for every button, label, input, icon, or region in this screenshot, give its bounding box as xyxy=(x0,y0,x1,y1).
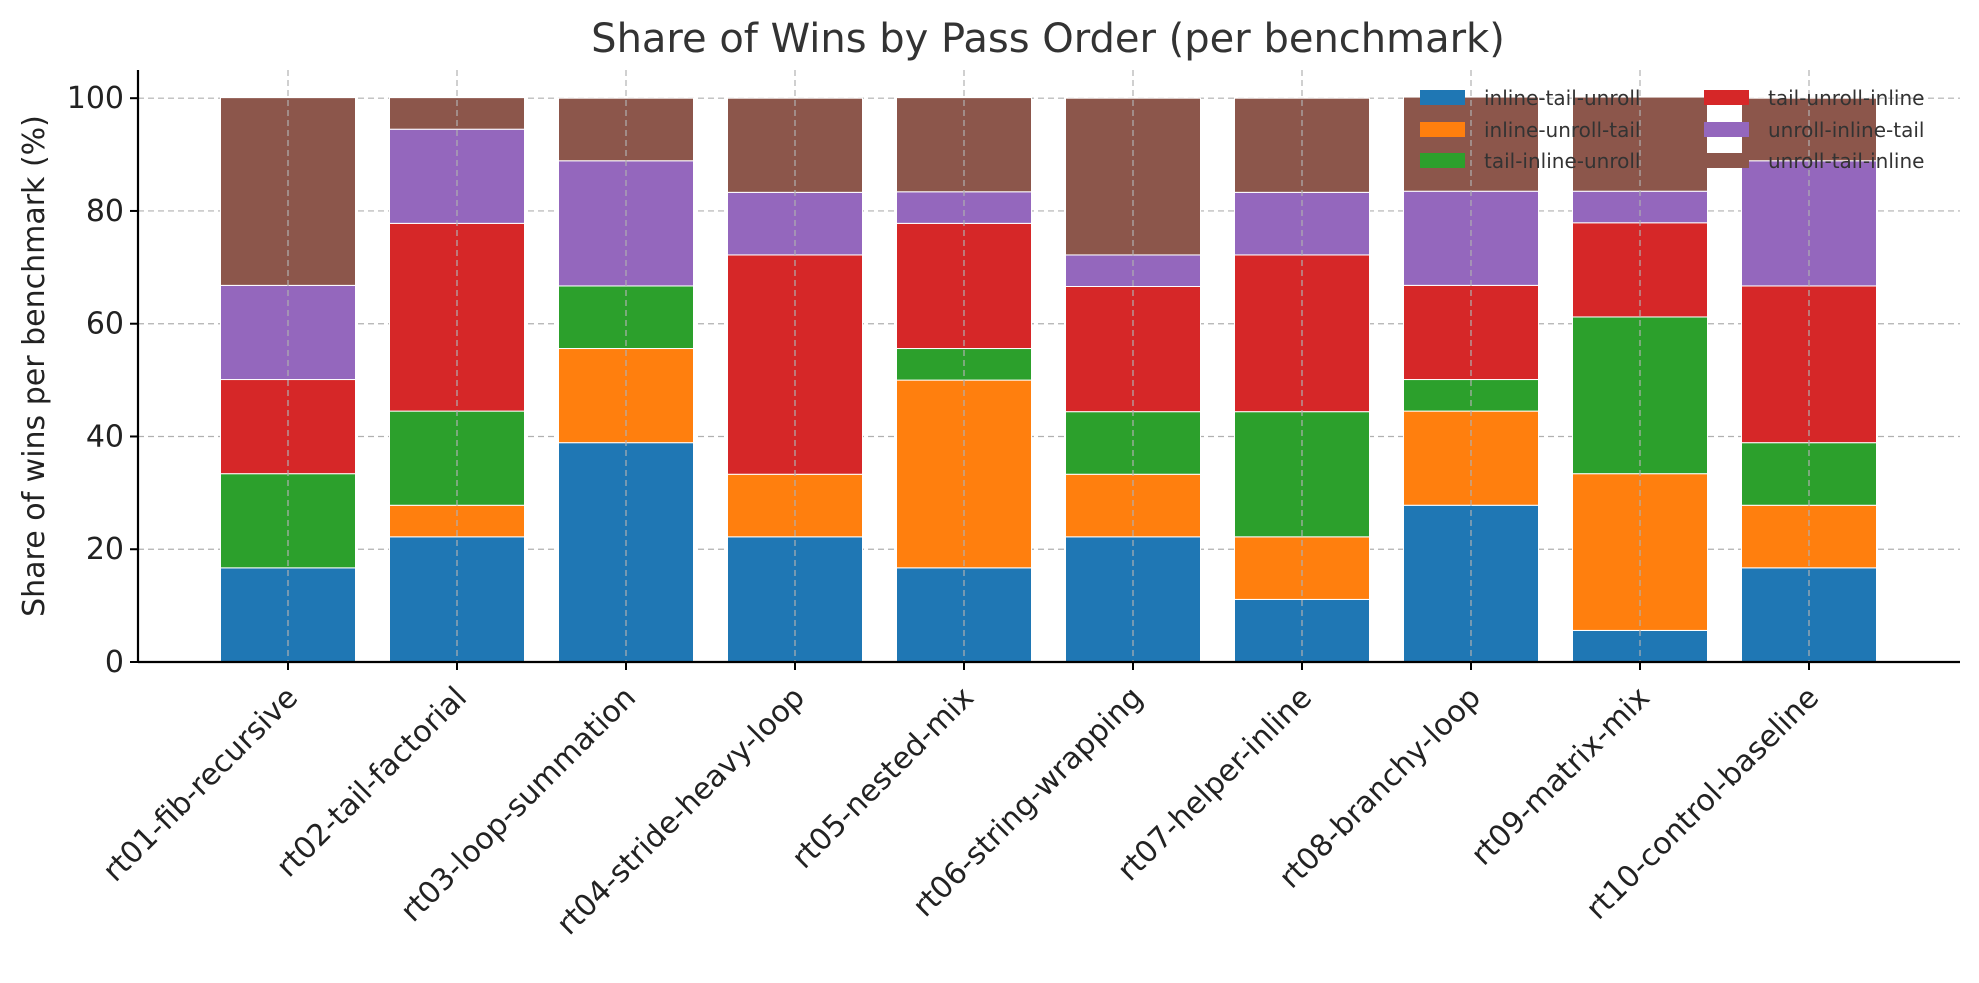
legend-swatch xyxy=(1420,153,1465,168)
bar-segment-unroll-inline-tail xyxy=(1403,190,1539,286)
chart-title: Share of Wins by Pass Order (per benchma… xyxy=(591,16,1505,62)
legend-label: inline-unroll-tail xyxy=(1484,118,1640,142)
bar-stack xyxy=(1065,97,1201,663)
bar-segment-tail-inline-unroll xyxy=(558,285,694,350)
bars-layer xyxy=(220,96,1877,663)
x-category-labels: rt01-fib-recursivert02-tail-factorialrt0… xyxy=(96,680,1826,942)
y-tick-label: 80 xyxy=(86,194,124,229)
legend-swatch xyxy=(1420,90,1465,105)
y-tick-label: 20 xyxy=(86,532,124,567)
vgrid-layer xyxy=(287,70,1810,662)
legend-swatch xyxy=(1420,122,1465,137)
legend-label: unroll-inline-tail xyxy=(1768,118,1924,142)
bar-segment-inline-unroll-tail xyxy=(1234,536,1370,600)
legend-swatch xyxy=(1704,90,1749,105)
x-category-label: rt09-matrix-mix xyxy=(1465,680,1657,872)
y-tick-label: 0 xyxy=(105,645,124,680)
bar-segment-inline-tail-unroll xyxy=(1065,536,1201,663)
legend-item: inline-unroll-tail xyxy=(1420,118,1640,142)
y-tick-label: 100 xyxy=(67,81,124,116)
legend-item: unroll-tail-inline xyxy=(1704,149,1924,173)
bar-segment-unroll-inline-tail xyxy=(896,191,1032,224)
x-category-label: rt05-nested-mix xyxy=(785,680,981,876)
legend-label: tail-inline-unroll xyxy=(1484,149,1640,173)
y-tick-label: 60 xyxy=(86,307,124,342)
bar-segment-inline-unroll-tail xyxy=(1403,410,1539,506)
legend-item: inline-tail-unroll xyxy=(1420,86,1640,110)
legend-swatch xyxy=(1704,153,1749,168)
legend-label: inline-tail-unroll xyxy=(1484,86,1640,110)
y-tick-label: 40 xyxy=(86,419,124,454)
y-axis-label: Share of wins per benchmark (%) xyxy=(17,115,52,617)
legend-label: unroll-tail-inline xyxy=(1768,149,1924,173)
legend-item: tail-inline-unroll xyxy=(1420,149,1640,173)
legend-label: tail-unroll-inline xyxy=(1768,86,1924,110)
bar-segment-unroll-inline-tail xyxy=(1572,190,1708,224)
legend: inline-tail-unroll inline-unroll-tail tail… xyxy=(1420,86,1924,173)
legend-swatch xyxy=(1704,122,1749,137)
legend-item: tail-unroll-inline xyxy=(1704,86,1924,110)
axes-layer xyxy=(136,70,1960,664)
legend-item: unroll-inline-tail xyxy=(1704,118,1924,142)
y-ticks: 0 20 40 60 80 100 xyxy=(67,81,1810,680)
